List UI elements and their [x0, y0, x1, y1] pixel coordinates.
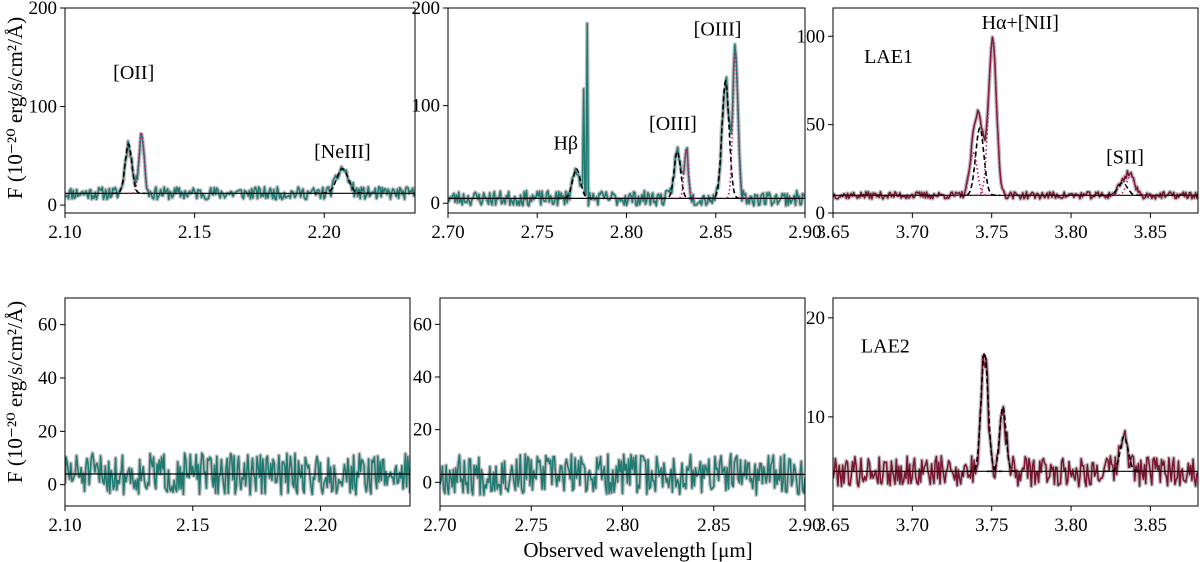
spectrum-line-LAE2: [440, 453, 805, 496]
line-annotation: Hβ: [553, 133, 578, 155]
x-tick-label: 2.90: [788, 222, 821, 243]
line-annotation: [SII]: [1106, 147, 1144, 169]
y-tick-label: 0: [431, 193, 441, 214]
y-tick-label: 0: [48, 195, 58, 216]
line-annotation: LAE2: [861, 335, 910, 357]
x-tick-label: 2.15: [178, 222, 211, 243]
error-band: [448, 21, 805, 208]
x-tick-label: 2.85: [699, 222, 732, 243]
x-tick-label: 2.85: [697, 515, 730, 536]
y-tick-label: 50: [806, 115, 825, 136]
x-tick-label: 2.75: [515, 515, 548, 536]
line-annotation: [NeIII]: [314, 141, 371, 163]
x-tick-label: 3.75: [975, 222, 1008, 243]
x-tick-label: 3.85: [1134, 222, 1167, 243]
y-tick-label: 0: [423, 472, 433, 493]
axes-frame: [64, 297, 411, 507]
y-tick-label: 60: [38, 315, 57, 336]
line-annotation: LAE1: [864, 46, 913, 68]
spectrum-line-LAE2: [833, 355, 1198, 488]
model-component-4: [722, 51, 748, 200]
panel-lae2_left: 2.10 2.15 2.20 0 20 40 60: [38, 297, 411, 536]
x-tick-label: 3.65: [816, 222, 849, 243]
spectrum-line-LAE1: [448, 22, 805, 207]
y-tick-label: 40: [413, 367, 432, 388]
model-component-3: [707, 78, 744, 200]
x-tick-label: 3.85: [1134, 515, 1167, 536]
x-tick-label: 2.15: [176, 515, 209, 536]
x-tick-label: 3.70: [896, 515, 929, 536]
plot-area: [65, 130, 415, 202]
panel-lae1_left: 2.10 2.15 2.20 0 100 200 [OII] [NeIII]: [29, 0, 416, 243]
x-tick-label: 2.80: [606, 515, 639, 536]
y-tick-label: 10: [806, 407, 825, 428]
panel-lae2_middle: 2.70 2.75 2.80 2.85 2.90 0 20 40 60: [413, 297, 822, 536]
y-tick-label: 20: [413, 420, 432, 441]
x-tick-label: 3.70: [896, 222, 929, 243]
model-component-0: [959, 126, 1001, 197]
x-tick-label: 2.75: [521, 222, 554, 243]
axes-frame: [447, 7, 806, 214]
y-tick-label: 100: [797, 26, 826, 47]
model-component-1: [954, 151, 993, 197]
panel-lae1_middle: 2.70 2.75 2.80 2.85 2.90 0 100 200 Hβ [OIII] [OIII…: [412, 0, 822, 243]
x-tick-label: 2.90: [788, 515, 821, 536]
x-tick-label: 3.80: [1054, 222, 1087, 243]
line-annotation: [OII]: [113, 62, 154, 84]
plot-area: [833, 350, 1198, 489]
y-tick-label: 100: [412, 96, 441, 117]
y-tick-label: 60: [413, 314, 432, 335]
model-component-3: [1098, 182, 1147, 197]
axes-frame: [832, 7, 1199, 214]
panel-lae2_right: 3.65 3.70 3.75 3.80 3.85 10 20 LAE2: [806, 297, 1199, 536]
line-annotation: Hα+[NII]: [982, 12, 1059, 34]
x-tick-label: 2.20: [308, 222, 341, 243]
model-component-4: [1110, 175, 1151, 197]
x-tick-label: 3.65: [816, 515, 849, 536]
model-component-2: [1104, 435, 1144, 473]
y-tick-label: 200: [29, 0, 58, 19]
axes-frame: [832, 297, 1199, 507]
y-tick-label: 0: [816, 203, 826, 224]
model-component-1: [986, 405, 1019, 473]
panel-lae1_right: 3.65 3.70 3.75 3.80 3.85 0 50 100 LAE1 Hα+[NII] [S…: [797, 7, 1199, 243]
y-tick-label: 20: [38, 421, 57, 442]
x-tick-label: 3.80: [1054, 515, 1087, 536]
plot-area: [833, 35, 1198, 201]
model-component-1: [128, 130, 155, 195]
y-tick-label: 200: [412, 0, 441, 19]
y-tick-label: 100: [29, 97, 58, 118]
spectrum-line-LAE1: [833, 36, 1198, 200]
x-tick-label: 2.20: [304, 515, 337, 536]
model-component-2: [313, 167, 371, 195]
spectrum-line-LAE2: [65, 452, 410, 496]
x-axis-title: Observed wavelength [μm]: [523, 538, 752, 562]
y-tick-label: 0: [48, 475, 58, 496]
x-tick-label: 2.70: [423, 515, 456, 536]
x-tick-label: 2.70: [431, 222, 464, 243]
model-component-0: [111, 142, 146, 195]
y-tick-label: 40: [38, 368, 57, 389]
x-tick-label: 2.10: [48, 222, 81, 243]
y-axis-title-row1: F (10⁻²⁰ erg/s/cm²/Å): [3, 17, 27, 199]
x-tick-label: 2.10: [48, 515, 81, 536]
plot-area: [448, 21, 805, 208]
model-component-0: [556, 168, 597, 200]
x-tick-label: 3.75: [975, 515, 1008, 536]
x-tick-label: 2.80: [610, 222, 643, 243]
error-band: [833, 354, 1198, 489]
plot-area: [440, 451, 805, 497]
y-tick-label: 20: [806, 308, 825, 329]
line-annotation: [OIII]: [694, 18, 742, 40]
y-axis-title-row2: F (10⁻²⁰ erg/s/cm²/Å): [3, 301, 27, 483]
line-annotation: [OIII]: [649, 113, 697, 135]
plot-area: [65, 451, 410, 497]
axes-frame: [64, 7, 416, 214]
